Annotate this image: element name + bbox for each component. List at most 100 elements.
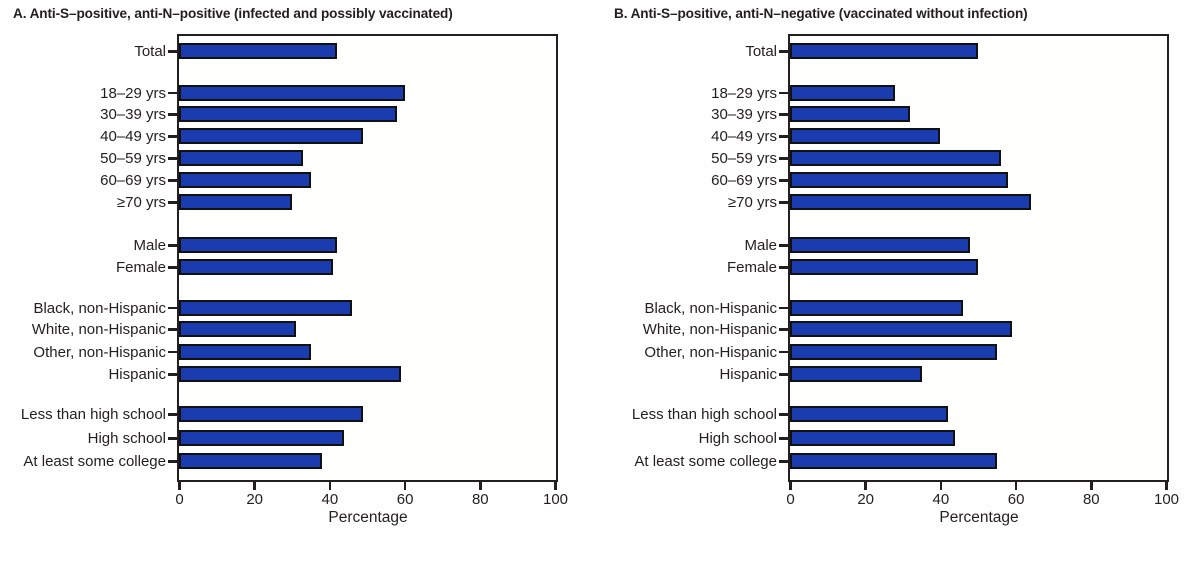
panel-a-y-axis-tick-total	[168, 50, 177, 53]
panel-b-bar-white-non-hispanic	[790, 321, 1012, 338]
panel-a-bar-40-49-yrs	[179, 128, 364, 145]
panel-b-category-label-high-school: High school	[698, 430, 777, 448]
panel-b-bar-at-least-some-college	[790, 453, 997, 470]
panel-b-y-axis-tick-high-school	[779, 437, 788, 440]
panel-a-bar-male	[179, 237, 337, 254]
panel-a-bar-female	[179, 258, 334, 275]
panel-a-x-axis-tick-label-60: 60	[396, 491, 414, 508]
panel-a-category-label-18-29-yrs: 18–29 yrs	[100, 84, 166, 102]
panel-b-bar-30-39-yrs	[790, 106, 911, 123]
panel-b-y-axis-tick-black-non-hispanic	[779, 306, 788, 310]
panel-b-y-axis-tick-70-yrs	[779, 201, 788, 204]
panel-a-x-axis-tick-20	[253, 482, 256, 490]
panel-b-plot-area	[788, 34, 1169, 482]
panel-a-y-axis-tick-hispanic	[168, 373, 177, 376]
panel-b-bar-60-69-yrs	[790, 171, 1009, 188]
panel-b-bar-female	[790, 258, 978, 275]
panel-b-y-axis-tick-at-least-some-college	[779, 460, 788, 463]
panel-a-bar-at-least-some-college	[179, 453, 322, 470]
panel-b-y-axis-tick-female	[779, 266, 788, 269]
panel-b-category-label-40-49-yrs: 40–49 yrs	[711, 128, 777, 146]
panel-a-category-label-70-yrs: ≥70 yrs	[116, 194, 166, 212]
panel-a-category-label-black-non-hispanic: Black, non-Hispanic	[33, 299, 166, 317]
panel-a-bar-50-59-yrs	[179, 150, 304, 167]
panel-a-x-axis-tick-60	[403, 482, 407, 490]
panel-a-category-label-other-non-hispanic: Other, non-Hispanic	[33, 343, 166, 361]
panel-a-bar-70-yrs	[179, 194, 292, 211]
panel-a-x-axis-tick-40	[328, 482, 332, 490]
panel-a-category-label-total: Total	[134, 42, 166, 60]
panel-a-bar-hispanic	[179, 365, 401, 382]
panel-b-y-axis-tick-30-39-yrs	[779, 113, 788, 116]
panel-b-x-axis-tick-label-60: 60	[1007, 491, 1025, 508]
panel-b-x-axis-tick-label-0: 0	[786, 491, 795, 508]
panel-a-category-label-at-least-some-college: At least some college	[23, 453, 166, 471]
panel-b-category-label-18-29-yrs: 18–29 yrs	[711, 84, 777, 102]
panel-b-y-axis-tick-male	[779, 244, 788, 247]
panel-b-x-axis-tick-label-100: 100	[1153, 491, 1180, 508]
panel-b-x-axis-tick-40	[939, 482, 943, 490]
panel-b-category-label-hispanic: Hispanic	[719, 365, 777, 383]
panel-b-y-axis-tick-total	[779, 50, 788, 53]
panel-b-category-label-50-59-yrs: 50–59 yrs	[711, 150, 777, 168]
panel-b-bar-70-yrs	[790, 194, 1031, 211]
panel-a-x-axis-label: Percentage	[328, 509, 408, 526]
panel-b-category-label-other-non-hispanic: Other, non-Hispanic	[644, 343, 777, 361]
panel-b-x-axis-tick-80	[1090, 482, 1093, 490]
panel-a-plot-area	[177, 34, 558, 482]
panel-a-bar-high-school	[179, 430, 345, 447]
panel-b-x-axis-tick-60	[1014, 482, 1018, 490]
panel-a-x-axis-tick-100	[554, 482, 557, 490]
panel-b-y-axis-tick-other-non-hispanic	[779, 350, 788, 354]
panel-b-bar-high-school	[790, 430, 956, 447]
panel-a-category-label-hispanic: Hispanic	[108, 365, 166, 383]
panel-b-bar-other-non-hispanic	[790, 343, 997, 360]
panel-b-category-label-70-yrs: ≥70 yrs	[727, 194, 777, 212]
panel-b-bar-50-59-yrs	[790, 150, 1001, 167]
panel-b-category-label-white-non-hispanic: White, non-Hispanic	[642, 321, 777, 339]
panel-a-bar-18-29-yrs	[179, 84, 405, 101]
panel-b-bar-hispanic	[790, 365, 922, 382]
panel-b-category-label-female: Female	[726, 258, 777, 276]
panel-a-y-axis-tick-70-yrs	[168, 201, 177, 204]
panel-b-category-label-at-least-some-college: At least some college	[634, 453, 777, 471]
panel-a-bar-30-39-yrs	[179, 106, 398, 123]
panel-a-category-label-female: Female	[115, 258, 166, 276]
panel-a-y-axis-tick-60-69-yrs	[168, 179, 177, 182]
panel-a-y-axis-tick-less-than-high-school	[168, 413, 177, 416]
panel-b-bar-black-non-hispanic	[790, 299, 963, 316]
panel-b-category-label-total: Total	[745, 42, 777, 60]
panel-a-bar-total	[179, 42, 337, 59]
panel-b-y-axis-tick-18-29-yrs	[779, 91, 788, 95]
panel-a-bar-60-69-yrs	[179, 171, 311, 188]
panel-b-category-label-30-39-yrs: 30–39 yrs	[711, 106, 777, 124]
panel-a-y-axis-tick-black-non-hispanic	[168, 306, 177, 310]
panel-b-y-axis-tick-40-49-yrs	[779, 135, 788, 138]
panel-a-y-axis-tick-white-non-hispanic	[168, 328, 177, 331]
panel-a-y-axis-tick-30-39-yrs	[168, 113, 177, 116]
panel-b-y-axis-tick-60-69-yrs	[779, 179, 788, 182]
panel-a-y-axis-tick-female	[168, 266, 177, 269]
panel-b-x-axis-tick-100	[1165, 482, 1168, 490]
panel-a-category-label-60-69-yrs: 60–69 yrs	[100, 171, 166, 189]
panel-a-x-axis-tick-label-40: 40	[321, 491, 339, 508]
panel-a-category-label-less-than-high-school: Less than high school	[20, 406, 166, 424]
panel-a-category-label-white-non-hispanic: White, non-Hispanic	[31, 321, 166, 339]
panel-b-title: B. Anti-S–positive, anti-N–negative (vac…	[614, 6, 1028, 21]
panel-b-x-axis-label: Percentage	[939, 509, 1019, 526]
panel-b-y-axis-tick-50-59-yrs	[779, 157, 788, 160]
panel-a-category-label-30-39-yrs: 30–39 yrs	[100, 106, 166, 124]
panel-a-y-axis-tick-at-least-some-college	[168, 460, 177, 463]
panel-b-category-label-less-than-high-school: Less than high school	[631, 406, 777, 424]
panel-a-y-axis-tick-40-49-yrs	[168, 135, 177, 138]
panel-a-category-label-50-59-yrs: 50–59 yrs	[100, 150, 166, 168]
panel-b-bar-total	[790, 42, 978, 59]
panel-a-x-axis-tick-label-0: 0	[175, 491, 184, 508]
panel-a-category-label-high-school: High school	[87, 430, 166, 448]
panel-a-category-label-male: Male	[133, 237, 166, 255]
panel-b-x-axis-tick-label-20: 20	[857, 491, 875, 508]
panel-b-x-axis-tick-0	[789, 482, 792, 490]
panel-b-bar-18-29-yrs	[790, 84, 896, 101]
panel-a-category-label-40-49-yrs: 40–49 yrs	[100, 128, 166, 146]
panel-a-bar-other-non-hispanic	[179, 343, 311, 360]
